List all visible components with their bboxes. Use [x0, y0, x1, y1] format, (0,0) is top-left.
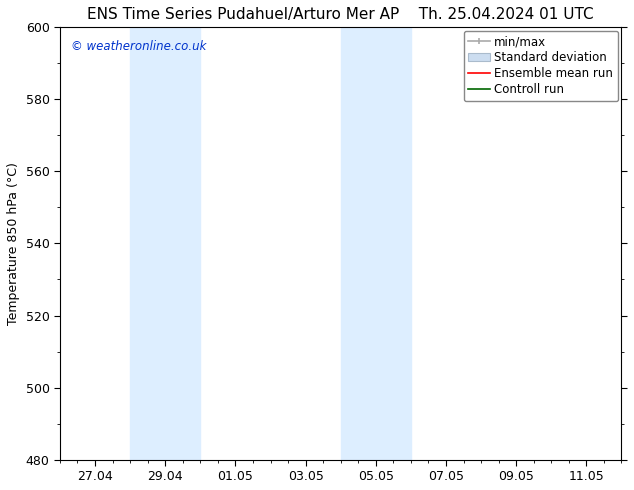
Bar [130, 27, 165, 460]
Bar [340, 27, 376, 460]
Legend: min/max, Standard deviation, Ensemble mean run, Controll run: min/max, Standard deviation, Ensemble me… [463, 31, 618, 101]
Y-axis label: Temperature 850 hPa (°C): Temperature 850 hPa (°C) [7, 162, 20, 325]
Bar [165, 27, 200, 460]
Bar [376, 27, 411, 460]
Text: © weatheronline.co.uk: © weatheronline.co.uk [71, 40, 207, 53]
Title: ENS Time Series Pudahuel/Arturo Mer AP    Th. 25.04.2024 01 UTC: ENS Time Series Pudahuel/Arturo Mer AP T… [87, 7, 594, 22]
